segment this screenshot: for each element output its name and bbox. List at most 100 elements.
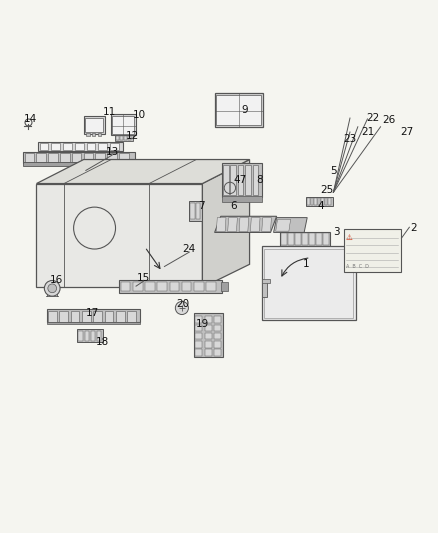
Bar [316,233,321,245]
Bar [205,350,212,356]
Bar [318,198,320,205]
Bar [195,333,202,340]
Bar [72,154,81,162]
Text: 9: 9 [241,105,247,115]
Polygon shape [276,220,290,231]
Bar [36,154,46,162]
Bar [205,341,212,348]
Bar [306,197,332,206]
Bar [205,325,212,331]
Bar [307,198,310,205]
Bar [253,165,258,195]
Bar [344,229,401,272]
Bar [105,311,113,321]
Bar [128,135,131,140]
Bar [98,133,101,135]
Bar [91,330,95,341]
Text: 11: 11 [102,107,116,117]
Bar [311,198,313,205]
Bar [48,311,57,321]
Text: 8: 8 [256,175,262,185]
Text: 47: 47 [233,175,247,185]
Bar [39,143,48,150]
Polygon shape [216,217,226,231]
Bar [60,154,70,162]
Bar [48,154,58,162]
Bar [223,165,229,195]
Text: 27: 27 [400,127,413,137]
Bar [221,282,228,290]
Text: 12: 12 [126,131,139,141]
Bar [46,309,141,322]
Bar [195,325,202,331]
Bar [59,311,68,321]
Text: 6: 6 [230,201,237,211]
Bar [86,133,90,135]
Bar [195,350,202,356]
Circle shape [44,280,60,296]
Bar [25,154,34,162]
Text: 22: 22 [366,113,379,123]
Text: 19: 19 [196,319,209,329]
Bar [262,282,267,297]
Bar [38,142,124,151]
Bar [111,114,136,135]
Bar [92,133,95,135]
Bar [99,143,107,150]
Bar [23,152,135,163]
Bar [325,198,327,205]
Bar [195,341,202,348]
Bar [222,163,262,197]
Bar [124,135,127,140]
Bar [314,198,317,205]
Bar [230,165,236,195]
Bar [205,333,212,340]
Text: 7: 7 [198,201,205,211]
Circle shape [48,284,57,293]
Text: 13: 13 [106,147,119,157]
Polygon shape [239,217,249,231]
Bar [302,233,307,245]
Polygon shape [202,159,250,287]
Bar [113,116,134,134]
Polygon shape [215,216,277,232]
Bar [77,329,103,342]
Bar [84,154,93,162]
Bar [309,233,314,245]
Bar [121,282,131,292]
Text: 14: 14 [24,114,37,124]
Bar [262,279,270,283]
Bar [295,233,300,245]
Bar [170,282,179,292]
Bar [120,135,123,140]
Bar [214,333,221,340]
Bar [328,198,331,205]
Bar [71,311,79,321]
Bar [85,118,103,133]
Bar [46,321,141,324]
Text: 17: 17 [86,308,99,318]
Bar [182,282,191,292]
Bar [195,316,202,323]
Text: 10: 10 [133,110,146,120]
Bar [95,154,105,162]
Bar [216,95,261,125]
Bar [119,154,129,162]
Bar [107,154,117,162]
Bar [196,203,200,220]
Text: 15: 15 [137,273,151,283]
Bar [238,165,244,195]
Bar [127,311,136,321]
Bar [116,311,125,321]
Bar [93,311,102,321]
Text: 24: 24 [183,244,196,254]
Bar [157,282,167,292]
Bar [288,233,293,245]
Text: 18: 18 [95,337,109,346]
Bar [262,246,356,320]
Polygon shape [262,217,272,231]
Text: 16: 16 [50,276,63,286]
Text: 25: 25 [321,184,334,195]
Bar [264,248,353,318]
Bar [194,282,204,292]
